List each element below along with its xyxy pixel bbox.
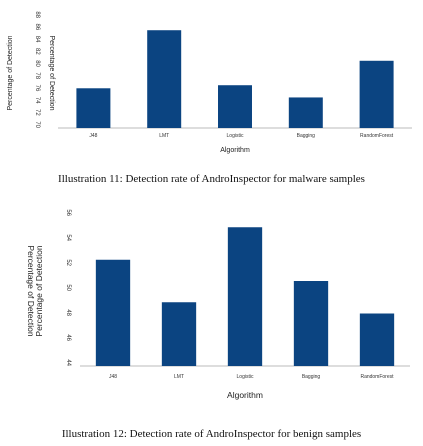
bar-bagging [288, 97, 323, 128]
y-tick-label: 76 [34, 85, 40, 92]
x-tick-label: Bagging [302, 374, 321, 380]
y-axis-title-mirrored: Percentage of Detection [26, 245, 36, 336]
bar-j48 [95, 259, 131, 366]
y-axis-title-mirrored: Percentage of Detection [48, 35, 55, 110]
bar-logistic [218, 85, 252, 128]
y-axis-title: Percentage of Detection [34, 245, 44, 336]
y-tick-label: 74 [34, 97, 40, 104]
x-tick-label: Bagging [297, 133, 316, 139]
y-tick-label: 72 [34, 109, 40, 116]
bar-randomforest [359, 60, 394, 128]
x-tick-label: Logistic [227, 133, 244, 139]
y-tick-label: 48 [65, 309, 71, 316]
x-axis-title: Algorithm [220, 147, 250, 154]
benign-chart-caption: Illustration 12: Detection rate of Andro… [61, 428, 362, 440]
y-tick-label: 86 [34, 24, 40, 31]
x-tick-label: LMT [159, 133, 169, 139]
x-tick-label: RandomForest [360, 374, 394, 380]
y-tick-label: 56 [65, 209, 71, 216]
bar-lmt [161, 302, 197, 366]
y-tick-label: 50 [65, 284, 71, 291]
bar-lmt [147, 30, 182, 128]
x-tick-label: LMT [174, 374, 184, 380]
y-axis-title: Percentage of Detection [7, 35, 14, 110]
benign-detection-chart: 44 46 48 50 52 54 56 J48 LMT Logistic Bagging Rando… [26, 209, 410, 400]
x-tick-label: J48 [89, 133, 97, 139]
y-tick-label: 46 [65, 334, 71, 341]
malware-detection-chart: 70 72 74 76 78 80 82 84 86 88 J48 LMT Logistic Baggin… [7, 11, 412, 154]
y-tick-label: 80 [34, 60, 40, 67]
y-tick-label: 88 [34, 11, 40, 18]
x-tick-label: J48 [109, 374, 117, 380]
bar-j48 [76, 88, 111, 128]
bar-randomforest [359, 313, 395, 366]
y-tick-label: 70 [34, 121, 40, 128]
y-tick-label: 52 [65, 259, 71, 266]
bar-logistic [227, 227, 263, 366]
y-tick-label: 82 [34, 48, 40, 55]
x-tick-label: RandomForest [360, 133, 394, 139]
x-tick-label: Logistic [237, 374, 254, 380]
malware-chart-caption: Illustration 11: Detection rate of Andro… [58, 173, 365, 185]
y-tick-label: 84 [34, 36, 40, 43]
bar-bagging [293, 281, 329, 366]
x-axis-title: Algorithm [227, 390, 263, 400]
y-tick-label: 54 [65, 234, 71, 241]
y-tick-label: 44 [65, 359, 71, 366]
y-tick-label: 78 [34, 72, 40, 79]
